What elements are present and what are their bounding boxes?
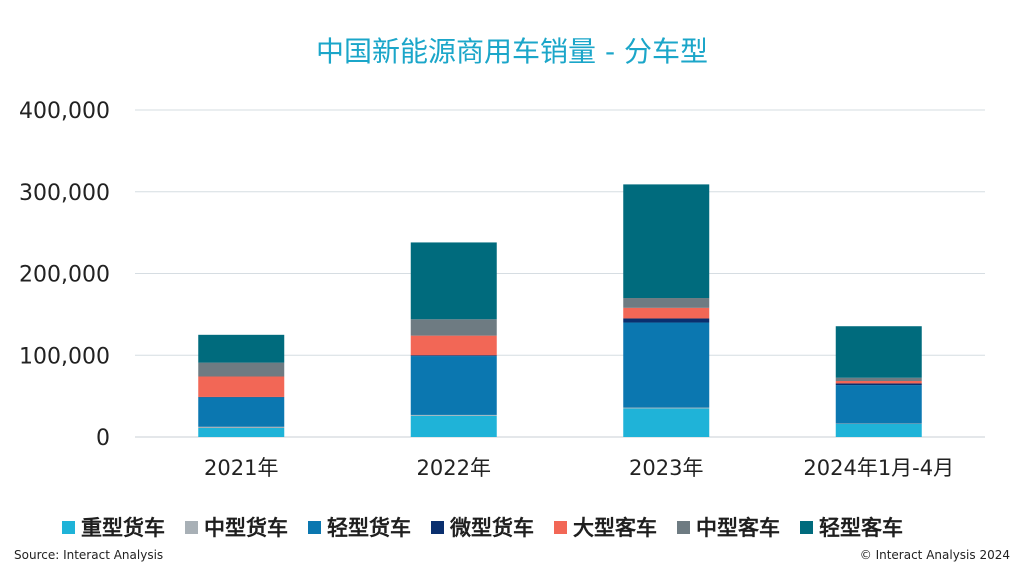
y-tick-label: 100,000 xyxy=(19,344,110,369)
y-tick-label: 400,000 xyxy=(19,99,110,124)
bar-segment xyxy=(835,381,922,384)
bar-segment xyxy=(410,355,497,357)
bar-segment xyxy=(623,318,710,323)
bar-segment xyxy=(623,298,710,308)
legend-label: 轻型客车 xyxy=(819,516,903,540)
legend-item: 大型客车 xyxy=(554,512,657,542)
legend-label: 微型货车 xyxy=(450,516,534,540)
y-tick-label: 0 xyxy=(96,426,110,451)
legend-label: 中型客车 xyxy=(696,516,780,540)
legend-swatch xyxy=(554,520,567,534)
bar-segment xyxy=(198,362,285,377)
legend-item: 微型货车 xyxy=(431,512,534,542)
bar-segment xyxy=(623,322,710,408)
bar-segment xyxy=(623,307,710,319)
bar-segment xyxy=(623,408,710,437)
legend-swatch xyxy=(62,520,75,534)
legend-swatch xyxy=(677,520,690,534)
legend-label: 轻型货车 xyxy=(327,516,411,540)
bar-segment xyxy=(410,414,497,416)
bar-segment xyxy=(835,423,922,437)
legend-item: 中型客车 xyxy=(677,512,780,542)
legend-swatch xyxy=(185,520,198,534)
source-note: Source: Interact Analysis xyxy=(14,548,164,562)
legend-label: 大型客车 xyxy=(573,516,657,540)
bar-segment xyxy=(623,184,710,299)
legend-swatch xyxy=(800,520,813,534)
bar-segment xyxy=(623,407,710,409)
x-tick-label: 2023年 xyxy=(629,456,703,480)
x-tick-label: 2022年 xyxy=(417,456,491,480)
legend-item: 轻型客车 xyxy=(800,512,903,542)
legend-item: 轻型货车 xyxy=(308,512,411,542)
bar-segment xyxy=(410,335,497,356)
bar-segment xyxy=(410,356,497,415)
bar-segment xyxy=(198,376,285,397)
bar-segment xyxy=(410,319,497,336)
x-tick-label: 2021年 xyxy=(204,456,278,480)
x-tick-label: 2024年1月-4月 xyxy=(803,456,954,480)
bar-segment xyxy=(835,326,922,378)
chart-legend: 重型货车 中型货车 轻型货车 微型货车 大型客车 中型客车 轻型客车 xyxy=(62,512,903,542)
bar-segment xyxy=(198,397,285,427)
chart-title: 中国新能源商用车销量 - 分车型 xyxy=(316,35,708,68)
bar-segment xyxy=(835,377,922,382)
legend-item: 重型货车 xyxy=(62,512,165,542)
legend-label: 重型货车 xyxy=(81,516,165,540)
bar-segment xyxy=(198,426,285,429)
y-tick-label: 200,000 xyxy=(19,263,110,288)
legend-label: 中型货车 xyxy=(204,516,288,540)
bar-segment xyxy=(198,334,285,363)
bar-segment xyxy=(198,428,285,437)
copyright-note: © Interact Analysis 2024 xyxy=(859,548,1010,562)
bar-segment xyxy=(410,242,497,320)
bar-segment xyxy=(410,415,497,437)
y-tick-label: 300,000 xyxy=(19,181,110,206)
bar-segment xyxy=(835,385,922,424)
legend-swatch xyxy=(431,520,444,534)
bar-segment xyxy=(835,383,922,386)
legend-item: 中型货车 xyxy=(185,512,288,542)
legend-swatch xyxy=(308,520,321,534)
